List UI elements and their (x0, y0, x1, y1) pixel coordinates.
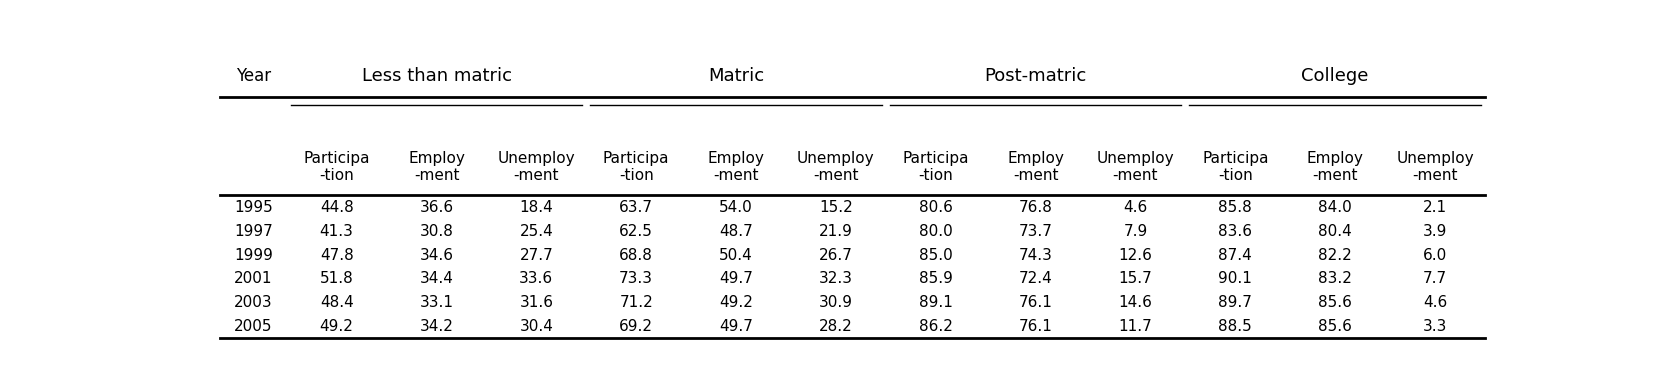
Text: 18.4: 18.4 (520, 200, 553, 215)
Text: 12.6: 12.6 (1118, 248, 1152, 262)
Text: 76.1: 76.1 (1019, 295, 1052, 310)
Text: 72.4: 72.4 (1019, 271, 1052, 286)
Text: 85.9: 85.9 (918, 271, 953, 286)
Text: Employ
-ment: Employ -ment (1307, 151, 1364, 183)
Text: 34.6: 34.6 (419, 248, 454, 262)
Text: 44.8: 44.8 (320, 200, 353, 215)
Text: 1999: 1999 (234, 248, 273, 262)
Text: 34.4: 34.4 (419, 271, 454, 286)
Text: 51.8: 51.8 (320, 271, 353, 286)
Text: 73.7: 73.7 (1019, 224, 1052, 239)
Text: 30.9: 30.9 (819, 295, 853, 310)
Text: 1995: 1995 (234, 200, 273, 215)
Text: 68.8: 68.8 (620, 248, 653, 262)
Text: Year: Year (235, 67, 270, 85)
Text: 73.3: 73.3 (620, 271, 653, 286)
Text: 4.6: 4.6 (1423, 295, 1447, 310)
Text: 84.0: 84.0 (1319, 200, 1352, 215)
Text: 49.2: 49.2 (719, 295, 752, 310)
Text: 3.9: 3.9 (1423, 224, 1447, 239)
Text: Participa
-tion: Participa -tion (603, 151, 669, 183)
Text: 90.1: 90.1 (1218, 271, 1253, 286)
Text: 48.4: 48.4 (320, 295, 353, 310)
Text: 69.2: 69.2 (620, 319, 653, 334)
Text: 85.0: 85.0 (920, 248, 953, 262)
Text: 54.0: 54.0 (719, 200, 752, 215)
Text: 32.3: 32.3 (819, 271, 853, 286)
Text: Participa
-tion: Participa -tion (1201, 151, 1269, 183)
Text: Participa
-tion: Participa -tion (903, 151, 969, 183)
Text: 49.7: 49.7 (719, 271, 752, 286)
Text: Employ
-ment: Employ -ment (1007, 151, 1064, 183)
Text: 26.7: 26.7 (819, 248, 853, 262)
Text: 1997: 1997 (234, 224, 273, 239)
Text: 27.7: 27.7 (520, 248, 553, 262)
Text: 15.7: 15.7 (1118, 271, 1152, 286)
Text: 48.7: 48.7 (719, 224, 752, 239)
Text: 4.6: 4.6 (1123, 200, 1148, 215)
Text: 63.7: 63.7 (620, 200, 653, 215)
Text: 80.0: 80.0 (920, 224, 953, 239)
Text: 6.0: 6.0 (1423, 248, 1447, 262)
Text: 2005: 2005 (234, 319, 273, 334)
Text: 83.2: 83.2 (1319, 271, 1352, 286)
Text: 85.8: 85.8 (1218, 200, 1253, 215)
Text: 14.6: 14.6 (1118, 295, 1152, 310)
Text: Employ
-ment: Employ -ment (708, 151, 764, 183)
Text: 83.6: 83.6 (1218, 224, 1253, 239)
Text: 49.2: 49.2 (320, 319, 353, 334)
Text: Less than matric: Less than matric (361, 67, 512, 85)
Text: 34.2: 34.2 (419, 319, 454, 334)
Text: Unemploy
-ment: Unemploy -ment (1397, 151, 1473, 183)
Text: 15.2: 15.2 (819, 200, 853, 215)
Text: 25.4: 25.4 (520, 224, 553, 239)
Text: Post-matric: Post-matric (984, 67, 1087, 85)
Text: 85.6: 85.6 (1319, 319, 1352, 334)
Text: 31.6: 31.6 (519, 295, 553, 310)
Text: 2001: 2001 (234, 271, 273, 286)
Text: 71.2: 71.2 (620, 295, 653, 310)
Text: 30.4: 30.4 (519, 319, 553, 334)
Text: 86.2: 86.2 (918, 319, 953, 334)
Text: 11.7: 11.7 (1118, 319, 1152, 334)
Text: Unemploy
-ment: Unemploy -ment (1097, 151, 1175, 183)
Text: 82.2: 82.2 (1319, 248, 1352, 262)
Text: 41.3: 41.3 (320, 224, 353, 239)
Text: College: College (1301, 67, 1369, 85)
Text: 80.4: 80.4 (1319, 224, 1352, 239)
Text: 50.4: 50.4 (719, 248, 752, 262)
Text: Unemploy
-ment: Unemploy -ment (497, 151, 575, 183)
Text: 62.5: 62.5 (620, 224, 653, 239)
Text: 21.9: 21.9 (819, 224, 853, 239)
Text: Participa
-tion: Participa -tion (303, 151, 370, 183)
Text: 89.7: 89.7 (1218, 295, 1253, 310)
Text: 49.7: 49.7 (719, 319, 752, 334)
Text: 33.6: 33.6 (519, 271, 553, 286)
Text: 7.7: 7.7 (1423, 271, 1447, 286)
Text: 87.4: 87.4 (1218, 248, 1253, 262)
Text: 76.8: 76.8 (1019, 200, 1052, 215)
Text: 2.1: 2.1 (1423, 200, 1447, 215)
Text: 33.1: 33.1 (419, 295, 454, 310)
Text: 47.8: 47.8 (320, 248, 353, 262)
Text: Matric: Matric (708, 67, 764, 85)
Text: 76.1: 76.1 (1019, 319, 1052, 334)
Text: Employ
-ment: Employ -ment (408, 151, 466, 183)
Text: 2003: 2003 (234, 295, 273, 310)
Text: Unemploy
-ment: Unemploy -ment (797, 151, 875, 183)
Text: 36.6: 36.6 (419, 200, 454, 215)
Text: 7.9: 7.9 (1123, 224, 1148, 239)
Text: 74.3: 74.3 (1019, 248, 1052, 262)
Text: 85.6: 85.6 (1319, 295, 1352, 310)
Text: 88.5: 88.5 (1218, 319, 1253, 334)
Text: 28.2: 28.2 (819, 319, 853, 334)
Text: 89.1: 89.1 (918, 295, 953, 310)
Text: 30.8: 30.8 (419, 224, 454, 239)
Text: 80.6: 80.6 (918, 200, 953, 215)
Text: 3.3: 3.3 (1423, 319, 1447, 334)
